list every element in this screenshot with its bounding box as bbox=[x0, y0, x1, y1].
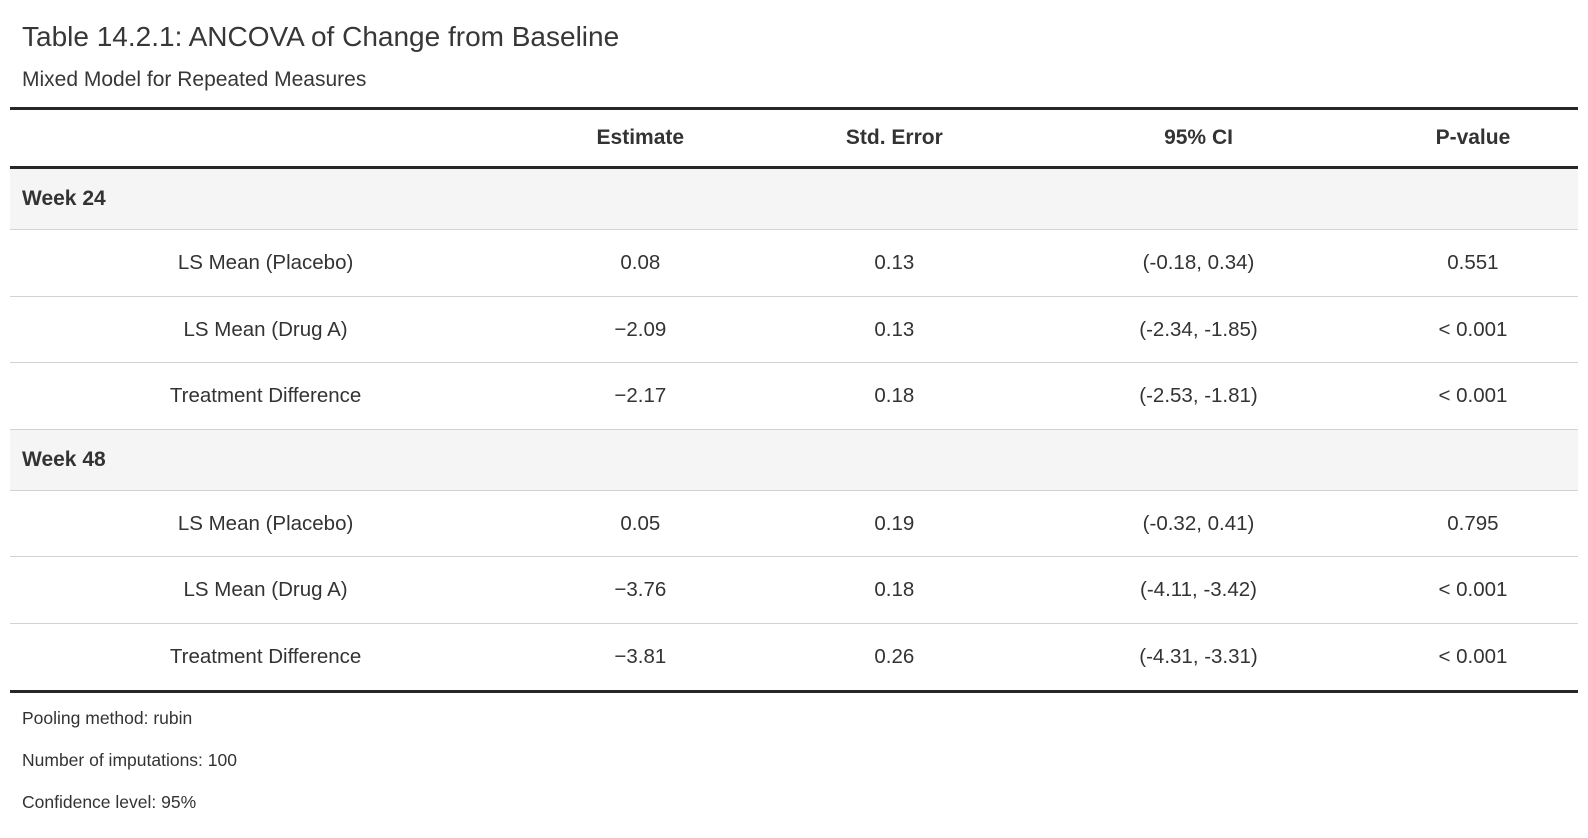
table-footnotes: Pooling method: rubin Number of imputati… bbox=[10, 693, 1578, 812]
p-value-cell: < 0.001 bbox=[1367, 556, 1578, 625]
results-table: Estimate Std. Error 95% CI P-value Week … bbox=[10, 106, 1578, 693]
table-row: Treatment Difference −3.81 0.26 (-4.31, … bbox=[10, 623, 1578, 692]
estimate-cell: −2.17 bbox=[521, 362, 760, 430]
estimate-cell: 0.08 bbox=[521, 229, 760, 297]
estimate-cell: −2.09 bbox=[521, 296, 760, 364]
section-header-row-week-48: Week 48 bbox=[10, 429, 1578, 491]
page-title: Table 14.2.1: ANCOVA of Change from Base… bbox=[22, 21, 620, 52]
estimate-cell: 0.05 bbox=[521, 490, 760, 558]
estimate-cell: −3.76 bbox=[521, 556, 760, 625]
ci-cell: (-2.34, -1.85) bbox=[1029, 296, 1368, 364]
ci-cell: (-4.31, -3.31) bbox=[1029, 623, 1368, 692]
p-value-cell: 0.795 bbox=[1367, 490, 1578, 558]
footnote-pooling-method: Pooling method: rubin bbox=[22, 707, 193, 728]
column-header-95-ci: 95% CI bbox=[1029, 108, 1368, 169]
table-row: LS Mean (Placebo) 0.08 0.13 (-0.18, 0.34… bbox=[10, 229, 1578, 297]
page-subtitle: Mixed Model for Repeated Measures bbox=[22, 67, 367, 91]
row-label-cell: LS Mean (Placebo) bbox=[10, 490, 522, 558]
column-header-std-error: Std. Error bbox=[759, 108, 1030, 169]
section-label: Week 48 bbox=[10, 429, 1578, 491]
column-header-p-value: P-value bbox=[1367, 108, 1578, 169]
ci-cell: (-4.11, -3.42) bbox=[1029, 556, 1368, 625]
footnote-number-of-imputations: Number of imputations: 100 bbox=[22, 749, 237, 770]
p-value-cell: 0.551 bbox=[1367, 229, 1578, 297]
row-label-cell: Treatment Difference bbox=[10, 623, 522, 692]
ci-cell: (-0.32, 0.41) bbox=[1029, 490, 1368, 558]
table-row: LS Mean (Placebo) 0.05 0.19 (-0.32, 0.41… bbox=[10, 490, 1578, 558]
std-error-cell: 0.18 bbox=[759, 362, 1030, 430]
table-row: Treatment Difference −2.17 0.18 (-2.53, … bbox=[10, 362, 1578, 430]
std-error-cell: 0.26 bbox=[759, 623, 1030, 692]
std-error-cell: 0.18 bbox=[759, 556, 1030, 625]
table-row: LS Mean (Drug A) −3.76 0.18 (-4.11, -3.4… bbox=[10, 556, 1578, 625]
ci-cell: (-2.53, -1.81) bbox=[1029, 362, 1368, 430]
row-label-cell: LS Mean (Drug A) bbox=[10, 556, 522, 625]
p-value-cell: < 0.001 bbox=[1367, 296, 1578, 364]
estimate-cell: −3.81 bbox=[521, 623, 760, 692]
p-value-cell: < 0.001 bbox=[1367, 623, 1578, 692]
ci-cell: (-0.18, 0.34) bbox=[1029, 229, 1368, 297]
column-header-stub bbox=[10, 108, 522, 169]
table-header: Table 14.2.1: ANCOVA of Change from Base… bbox=[10, 20, 1578, 92]
table-row: LS Mean (Drug A) −2.09 0.13 (-2.34, -1.8… bbox=[10, 296, 1578, 364]
row-label-cell: Treatment Difference bbox=[10, 362, 522, 430]
section-header-row-week-24: Week 24 bbox=[10, 167, 1578, 231]
std-error-cell: 0.19 bbox=[759, 490, 1030, 558]
row-label-cell: LS Mean (Drug A) bbox=[10, 296, 522, 364]
row-label-cell: LS Mean (Placebo) bbox=[10, 229, 522, 297]
p-value-cell: < 0.001 bbox=[1367, 362, 1578, 430]
section-label: Week 24 bbox=[10, 167, 1578, 231]
footnote-confidence-level: Confidence level: 95% bbox=[22, 791, 197, 812]
std-error-cell: 0.13 bbox=[759, 229, 1030, 297]
column-header-row: Estimate Std. Error 95% CI P-value bbox=[10, 108, 1578, 169]
std-error-cell: 0.13 bbox=[759, 296, 1030, 364]
column-header-estimate: Estimate bbox=[521, 108, 760, 169]
